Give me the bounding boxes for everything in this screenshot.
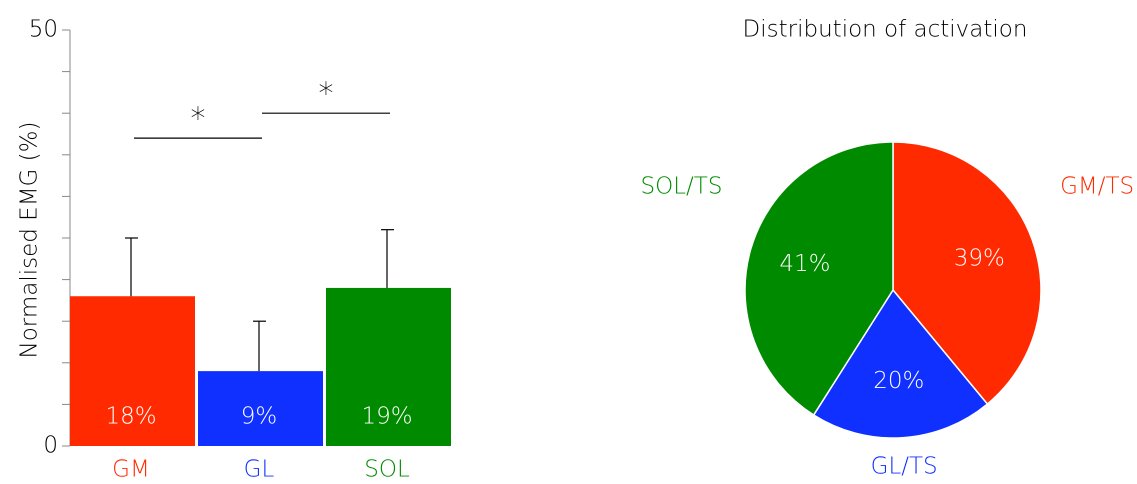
pie-slice	[892, 141, 1042, 406]
y-axis-label: Normalised EMG (%)	[17, 122, 43, 359]
slice-category-label: GL/TS	[871, 454, 938, 480]
pie-slice	[744, 141, 894, 416]
significance-star: *	[191, 102, 206, 137]
x-tick-label: GM	[112, 457, 150, 483]
slice-value-label: 41%	[779, 251, 830, 277]
slice-category-label: SOL/TS	[641, 174, 723, 200]
x-tick-label: GL	[244, 457, 275, 483]
pie-title: Distribution of activation	[743, 17, 1028, 43]
bar-value-label: 18%	[105, 404, 156, 430]
slice-value-label: 39%	[954, 245, 1005, 271]
bar	[198, 371, 323, 446]
bar	[326, 287, 451, 446]
bar	[70, 296, 195, 446]
bar-value-label: 19%	[361, 404, 412, 430]
y-tick-label: 50	[29, 17, 58, 43]
pie-slice	[812, 288, 989, 439]
y-tick-label: 0	[43, 433, 58, 459]
bar-value-label: 9%	[241, 404, 278, 430]
significance-star: *	[319, 77, 334, 112]
x-tick-label: SOL	[364, 457, 410, 483]
slice-category-label: GM/TS	[1060, 174, 1134, 200]
slice-value-label: 20%	[873, 368, 924, 394]
